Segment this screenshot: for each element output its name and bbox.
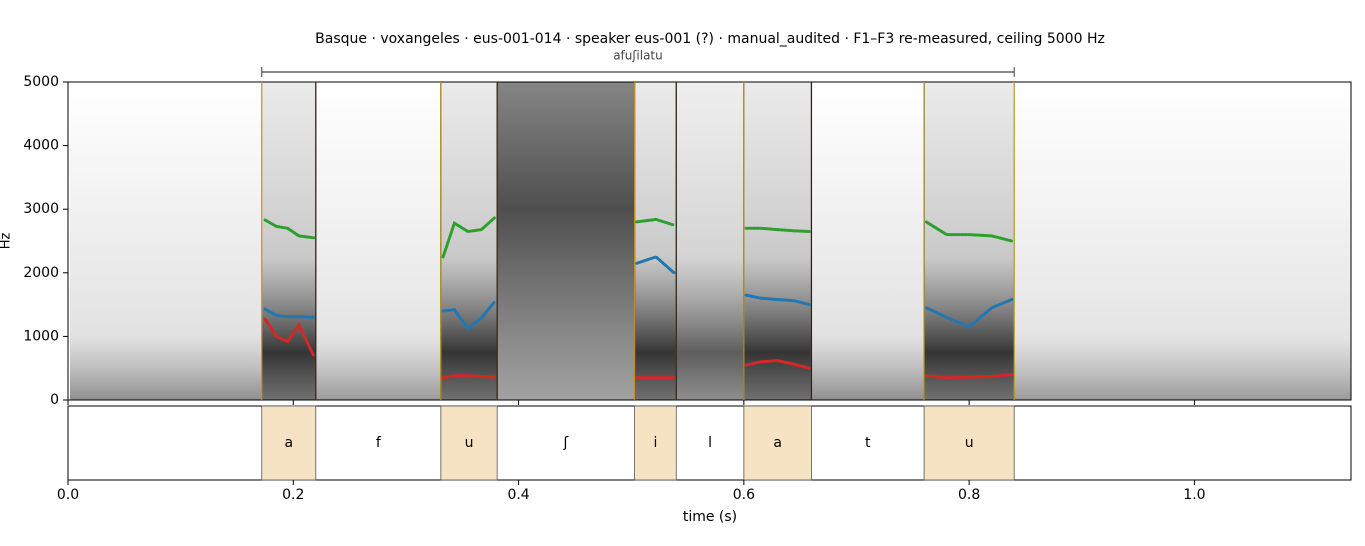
x-tick-label: 0.2 [282,487,304,503]
segment-interval [923,405,1015,481]
y-tick-label: 3000 [23,201,59,217]
x-tick-label: 0.8 [958,487,980,503]
x-tick-label: 0.0 [57,487,79,503]
segment-interval [261,405,317,481]
x-tick-label: 1.0 [1183,487,1205,503]
formant-track [263,255,1014,331]
segment-label: f [376,435,382,451]
segment-interval [743,405,812,481]
y-tick-label: 4000 [23,138,59,154]
word-label: afuʃilatu [613,49,663,63]
x-tick-label: 0.6 [733,487,755,503]
segment-label: a [773,435,782,451]
y-tick-label: 5000 [23,74,59,90]
segment-label: ʃ [563,435,569,451]
formant-track [263,216,1014,259]
formant-track [263,317,1014,380]
spectrogram-image [70,82,1351,400]
segment-interval [440,405,498,481]
x-axis-label: time (s) [683,509,737,525]
segment-label: t [865,435,871,451]
y-tick-label: 0 [50,392,59,408]
y-tick-label: 2000 [23,265,59,281]
tier-frame [67,405,1352,481]
segment-label: a [284,435,293,451]
segment-label: u [965,435,974,451]
segment-label: l [708,435,712,451]
segment-interval [634,405,677,481]
segment-label: u [465,435,474,451]
segment-label: i [653,435,657,451]
chart-title: Basque · voxangeles · eus-001-014 · spea… [315,31,1105,47]
x-tick-label: 0.4 [507,487,529,503]
y-tick-label: 1000 [23,328,59,344]
y-axis-label: Hz [0,233,14,250]
plot-frame [67,81,1352,401]
